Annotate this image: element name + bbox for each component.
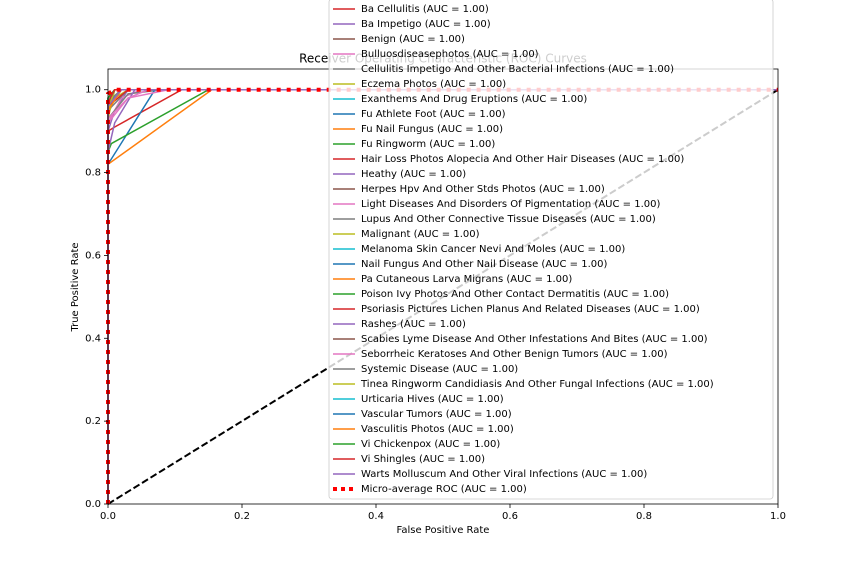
- legend-label: Lupus And Other Connective Tissue Diseas…: [361, 214, 656, 225]
- legend-label: Psoriasis Pictures Lichen Planus And Rel…: [361, 304, 700, 315]
- x-tick-label: 1.0: [770, 511, 786, 522]
- legend-label: Fu Nail Fungus (AUC = 1.00): [361, 124, 503, 135]
- y-tick-label: 0.0: [85, 499, 101, 510]
- x-tick-label: 0.4: [368, 511, 384, 522]
- legend-label: Rashes (AUC = 1.00): [361, 319, 466, 330]
- x-tick-label: 0.8: [636, 511, 652, 522]
- x-tick-label: 0.0: [100, 511, 116, 522]
- legend-label: Fu Ringworm (AUC = 1.00): [361, 139, 495, 150]
- legend: Ba Cellulitis (AUC = 1.00) Ba Impetigo (A…: [328, 0, 774, 500]
- legend-label: Vi Chickenpox (AUC = 1.00): [361, 439, 500, 450]
- legend-label: Herpes Hpv And Other Stds Photos (AUC = …: [361, 184, 605, 195]
- legend-label: Melanoma Skin Cancer Nevi And Moles (AUC…: [361, 244, 625, 255]
- legend-label: Malignant (AUC = 1.00): [361, 229, 480, 240]
- legend-label: Eczema Photos (AUC = 1.00): [361, 79, 506, 90]
- legend-label: Systemic Disease (AUC = 1.00): [361, 364, 518, 375]
- legend-label: Nail Fungus And Other Nail Disease (AUC …: [361, 259, 607, 270]
- x-tick-label: 0.2: [234, 511, 250, 522]
- x-axis-label: False Positive Rate: [397, 525, 490, 536]
- legend-label: Vasculitis Photos (AUC = 1.00): [361, 424, 514, 435]
- legend-label: Vi Shingles (AUC = 1.00): [361, 454, 485, 465]
- legend-label: Ba Impetigo (AUC = 1.00): [361, 19, 491, 30]
- x-tick-label: 0.6: [502, 511, 518, 522]
- legend-label: Poison Ivy Photos And Other Contact Derm…: [361, 289, 669, 300]
- legend-label: Vascular Tumors (AUC = 1.00): [361, 409, 512, 420]
- legend-label: Hair Loss Photos Alopecia And Other Hair…: [361, 154, 684, 165]
- legend-label: Warts Molluscum And Other Viral Infectio…: [361, 469, 647, 480]
- legend-box: [328, 0, 774, 500]
- y-tick-label: 1.0: [85, 85, 101, 96]
- legend-label: Scabies Lyme Disease And Other Infestati…: [361, 334, 708, 345]
- legend-label: Urticaria Hives (AUC = 1.00): [361, 394, 504, 405]
- legend-label: Light Diseases And Disorders Of Pigmenta…: [361, 199, 660, 210]
- legend-label: Ba Cellulitis (AUC = 1.00): [361, 4, 489, 15]
- y-tick-label: 0.6: [85, 250, 101, 261]
- legend-label: Heathy (AUC = 1.00): [361, 169, 466, 180]
- legend-label: Seborrheic Keratoses And Other Benign Tu…: [361, 349, 668, 360]
- legend-label: Tinea Ringworm Candidiasis And Other Fun…: [360, 379, 714, 390]
- legend-label: Bulluosdiseasephotos (AUC = 1.00): [361, 49, 539, 60]
- y-axis-label: True Positive Rate: [70, 242, 81, 332]
- legend-label: Pa Cutaneous Larva Migrans (AUC = 1.00): [361, 274, 572, 285]
- y-tick-label: 0.2: [85, 416, 101, 427]
- legend-label: Benign (AUC = 1.00): [361, 34, 465, 45]
- legend-label: Exanthems And Drug Eruptions (AUC = 1.00…: [361, 94, 587, 105]
- y-tick-label: 0.8: [85, 168, 101, 179]
- y-tick-label: 0.4: [85, 333, 101, 344]
- legend-label: Cellulitis Impetigo And Other Bacterial …: [361, 64, 674, 75]
- legend-label: Fu Athlete Foot (AUC = 1.00): [361, 109, 506, 120]
- legend-label: Micro-average ROC (AUC = 1.00): [361, 484, 527, 495]
